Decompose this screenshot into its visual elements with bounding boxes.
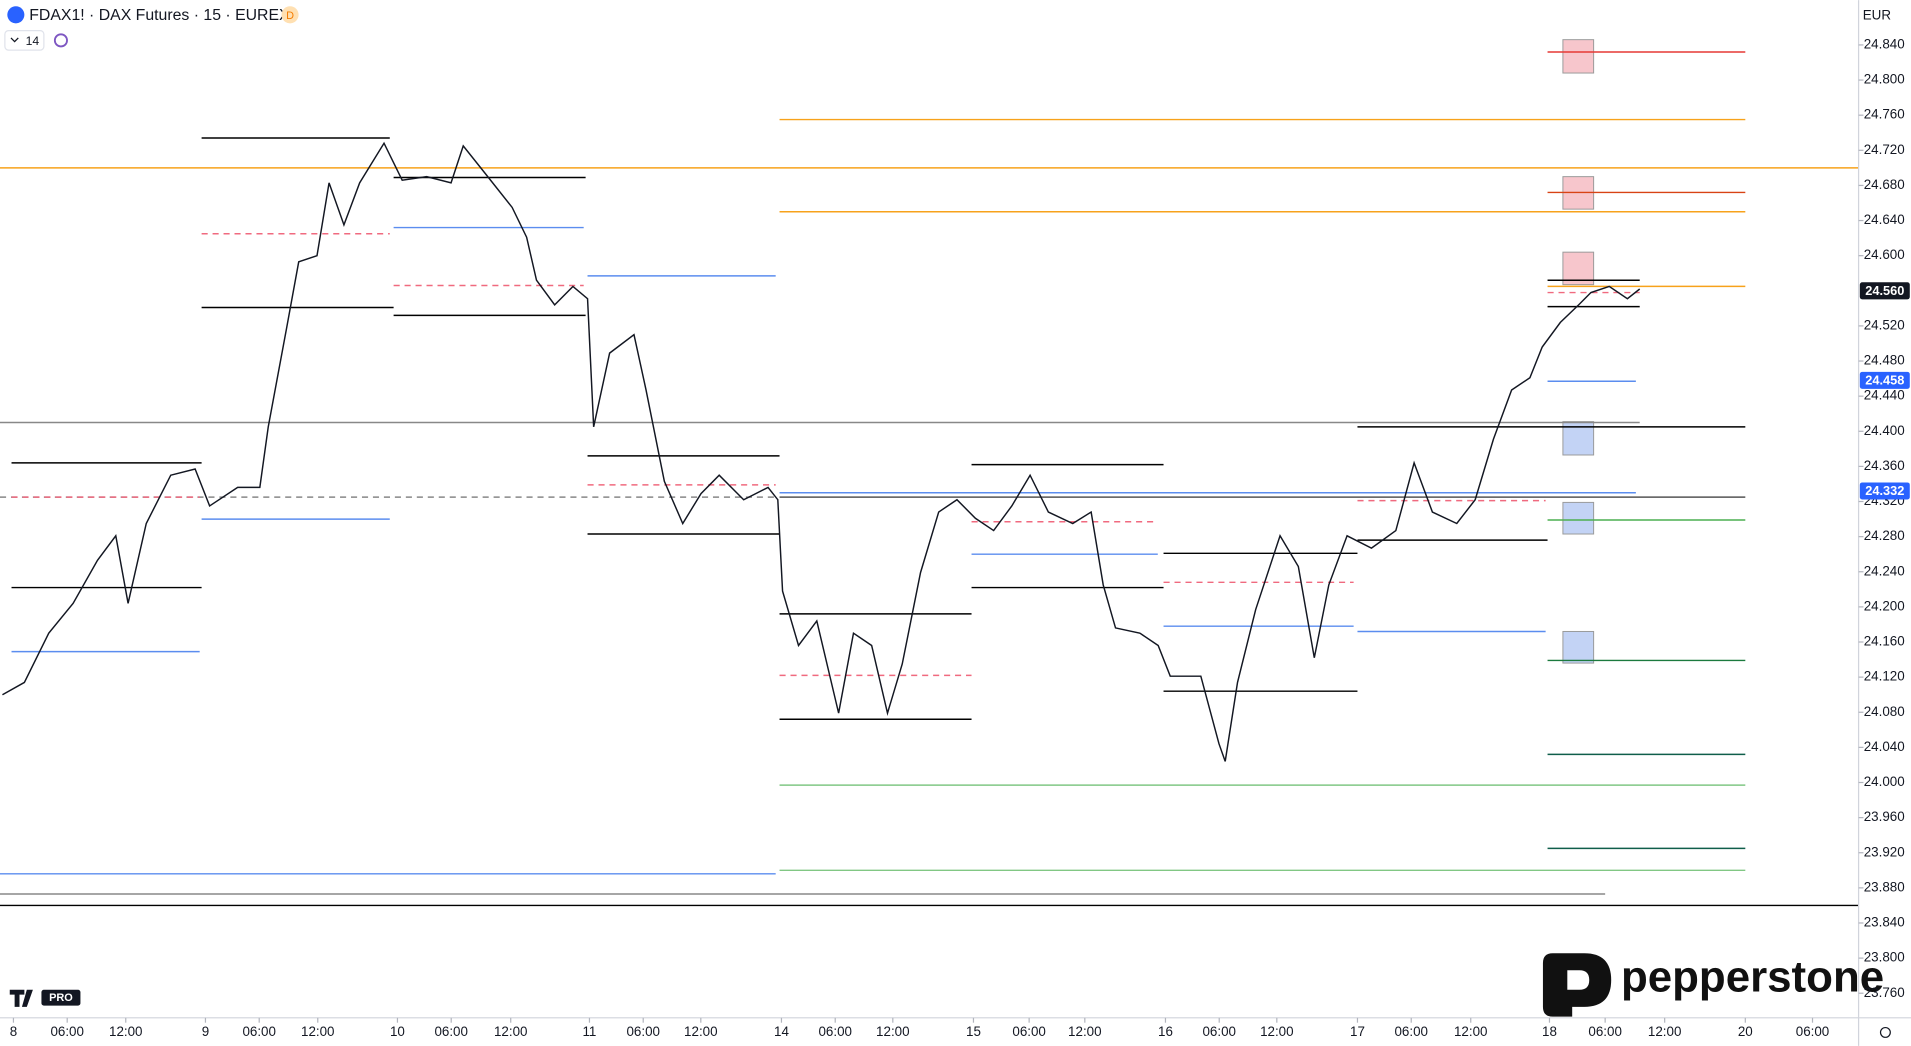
y-tick-label: 24.480 (1864, 353, 1905, 368)
symbol-title: FDAX1! · DAX Futures · 15 · EUREX (29, 7, 290, 24)
x-tick-label: 06:00 (1202, 1024, 1236, 1039)
price-line (2, 141, 1641, 762)
x-tick-label: 12:00 (301, 1024, 335, 1039)
x-tick-label: 12:00 (1260, 1024, 1294, 1039)
pro-label: PRO (49, 992, 73, 1004)
zone-box (1562, 251, 1595, 286)
y-tick-label: 23.960 (1864, 809, 1905, 824)
badge-bg (281, 6, 299, 24)
y-tick-label: 24.600 (1864, 247, 1905, 262)
y-tick-label: 23.840 (1864, 915, 1905, 930)
y-tick-label: 24.840 (1864, 36, 1905, 51)
x-tick-label: 12:00 (1648, 1024, 1682, 1039)
y-tick-label: 24.680 (1864, 177, 1905, 192)
y-tick-label: 24.760 (1864, 107, 1905, 122)
x-tick-label: 16 (1158, 1024, 1173, 1039)
tv-logo: PRO (9, 989, 81, 1007)
indicator-box[interactable] (4, 30, 45, 51)
x-tick-label: 12:00 (109, 1024, 143, 1039)
badge: D (286, 10, 294, 22)
price-tag (1859, 371, 1910, 389)
x-tick-label: 06:00 (1012, 1024, 1046, 1039)
price-tag-label: 24.560 (1865, 283, 1904, 298)
x-tick-label: 06:00 (1394, 1024, 1428, 1039)
settings-icon[interactable] (1879, 1026, 1891, 1038)
y-tick-label: 24.280 (1864, 528, 1905, 543)
y-tick-label: 24.800 (1864, 72, 1905, 87)
tv-mark (9, 989, 33, 1007)
symbol-icon (7, 6, 25, 24)
x-tick-label: 12:00 (494, 1024, 528, 1039)
price-tag-label: 24.458 (1865, 372, 1904, 387)
x-tick-label: 06:00 (50, 1024, 84, 1039)
x-tick-label: 06:00 (626, 1024, 660, 1039)
y-tick-label: 24.520 (1864, 317, 1905, 332)
y-tick-label: 24.440 (1864, 388, 1905, 403)
y-tick-label: 23.760 (1864, 985, 1905, 1000)
y-tick-label: 24.160 (1864, 634, 1905, 649)
y-tick-label: 24.000 (1864, 774, 1905, 789)
price-tag (1859, 482, 1910, 500)
x-tick-label: 18 (1542, 1024, 1557, 1039)
x-tick-label: 06:00 (242, 1024, 276, 1039)
watermark-text: pepperstone (1621, 953, 1884, 1002)
y-tick-label: 24.400 (1864, 423, 1905, 438)
sync-icon[interactable] (53, 33, 68, 48)
x-tick-label: 12:00 (684, 1024, 718, 1039)
zone-box (1562, 501, 1595, 535)
header: FDAX1! · DAX Futures · 15 · EUREX D 14 E… (4, 6, 1892, 51)
x-tick-label: 06:00 (1796, 1024, 1830, 1039)
x-tick-label: 12:00 (1068, 1024, 1102, 1039)
x-tick-label: 12:00 (876, 1024, 910, 1039)
zone-box (1562, 39, 1595, 74)
x-tick-label: 8 (10, 1024, 17, 1039)
watermark: pepperstone (1542, 953, 1884, 1017)
x-tick-label: 9 (202, 1024, 209, 1039)
x-tick-label: 06:00 (818, 1024, 852, 1039)
x-tick-label: 17 (1350, 1024, 1365, 1039)
y-tick-label: 24.240 (1864, 563, 1905, 578)
y-tick-label: 24.040 (1864, 739, 1905, 754)
watermark-logo (1542, 953, 1612, 1017)
x-tick-label: 14 (774, 1024, 789, 1039)
x-tick-label: 06:00 (1588, 1024, 1622, 1039)
pro-bg (41, 989, 81, 1006)
zone-box (1562, 630, 1595, 664)
x-tick-label: 06:00 (434, 1024, 468, 1039)
price-tag (1859, 282, 1910, 300)
x-tick-label: 10 (390, 1024, 405, 1039)
currency: EUR (1863, 8, 1892, 23)
y-tick-label: 23.920 (1864, 844, 1905, 859)
y-tick-label: 24.080 (1864, 704, 1905, 719)
chevron (10, 37, 19, 43)
plot-area (0, 39, 1859, 907)
y-tick-label: 24.200 (1864, 598, 1905, 613)
x-tick-label: 12:00 (1454, 1024, 1488, 1039)
y-tick-label: 23.800 (1864, 950, 1905, 965)
y-tick-label: 23.880 (1864, 879, 1905, 894)
y-tick-label: 24.640 (1864, 212, 1905, 227)
x-tick-label: 11 (582, 1024, 596, 1039)
y-tick-label: 24.720 (1864, 142, 1905, 157)
indicator-value: 14 (26, 34, 40, 48)
x-tick-label: 15 (966, 1024, 981, 1039)
price-tag-label: 24.332 (1865, 483, 1904, 498)
y-tick-label: 24.360 (1864, 458, 1905, 473)
x-tick-label: 20 (1738, 1024, 1753, 1039)
y-tick-label: 24.120 (1864, 669, 1905, 684)
